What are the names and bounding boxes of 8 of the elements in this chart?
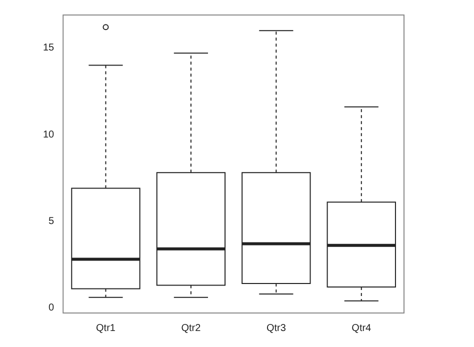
x-tick-label: Qtr1: [96, 322, 116, 334]
y-tick-label: 5: [48, 216, 55, 227]
x-tick-label: Qtr2: [181, 322, 202, 334]
y-tick-label: 0: [48, 302, 55, 314]
x-tick-label: Qtr4: [352, 322, 372, 334]
x-tick-label: Qtr3: [266, 322, 286, 334]
y-tick-label: 15: [43, 42, 55, 54]
y-tick-label: 10: [43, 129, 55, 140]
